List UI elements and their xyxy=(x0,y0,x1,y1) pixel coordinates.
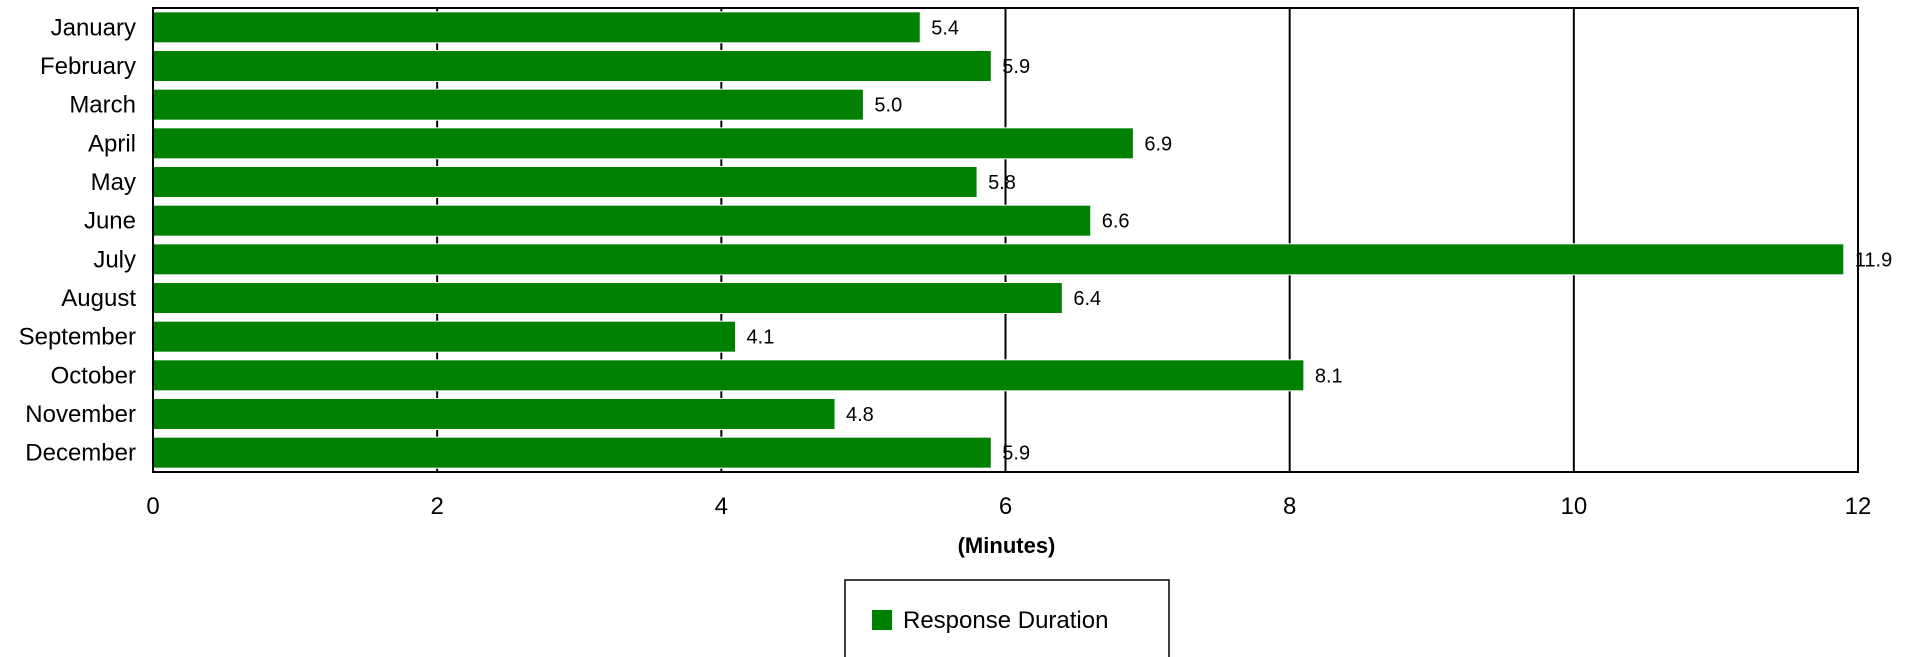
x-tick-label: 0 xyxy=(146,493,159,520)
data-label: 6.9 xyxy=(1144,133,1172,155)
data-label: 5.8 xyxy=(988,172,1016,194)
y-tick-label: February xyxy=(40,53,136,80)
y-tick-label: July xyxy=(93,246,136,273)
bar xyxy=(153,12,920,43)
data-label: 6.4 xyxy=(1073,288,1101,310)
y-axis-tick-labels: January February March April May June July Augu… xyxy=(19,14,137,466)
data-labels: 5.4 5.9 5.0 6.9 5.8 6.6 11.9 6.4 4.1 8.1 4.8 5.9 xyxy=(747,17,1893,464)
data-label: 11.9 xyxy=(1855,249,1892,271)
y-tick-label: April xyxy=(88,130,136,157)
x-tick-label: 2 xyxy=(430,493,443,520)
y-tick-label: January xyxy=(51,14,136,41)
legend: Response Duration xyxy=(845,580,1169,657)
bar xyxy=(153,399,835,430)
data-label: 4.1 xyxy=(747,327,775,349)
bar xyxy=(153,51,991,82)
x-axis-tick-labels: 0 2 4 6 8 10 12 xyxy=(146,493,1871,520)
data-label: 6.6 xyxy=(1102,211,1130,233)
y-tick-label: November xyxy=(25,401,136,428)
y-tick-label: June xyxy=(84,208,136,235)
bars xyxy=(153,12,1844,468)
x-tick-label: 6 xyxy=(999,493,1012,520)
bar xyxy=(153,283,1062,314)
bar xyxy=(153,205,1091,236)
data-label: 5.4 xyxy=(931,17,959,39)
y-tick-label: March xyxy=(69,92,136,119)
y-tick-label: August xyxy=(61,285,136,312)
data-label: 8.1 xyxy=(1315,365,1343,387)
legend-swatch xyxy=(872,610,892,630)
y-tick-label: September xyxy=(19,324,136,351)
x-tick-label: 10 xyxy=(1560,493,1587,520)
x-axis-title: (Minutes) xyxy=(958,533,1056,558)
data-label: 5.9 xyxy=(1002,443,1030,465)
y-tick-label: May xyxy=(91,169,136,196)
bar xyxy=(153,244,1844,275)
bar xyxy=(153,437,991,468)
data-label: 4.8 xyxy=(846,404,874,426)
y-tick-label: October xyxy=(51,362,136,389)
data-label: 5.9 xyxy=(1002,56,1030,78)
bar xyxy=(153,321,736,352)
legend-label: Response Duration xyxy=(903,607,1108,634)
bar xyxy=(153,89,863,120)
x-tick-label: 8 xyxy=(1283,493,1296,520)
y-tick-label: December xyxy=(25,440,136,467)
x-tick-label: 12 xyxy=(1845,493,1872,520)
bar xyxy=(153,128,1133,159)
data-label: 5.0 xyxy=(874,95,902,117)
bar xyxy=(153,167,977,198)
bar xyxy=(153,360,1304,391)
x-tick-label: 4 xyxy=(715,493,728,520)
